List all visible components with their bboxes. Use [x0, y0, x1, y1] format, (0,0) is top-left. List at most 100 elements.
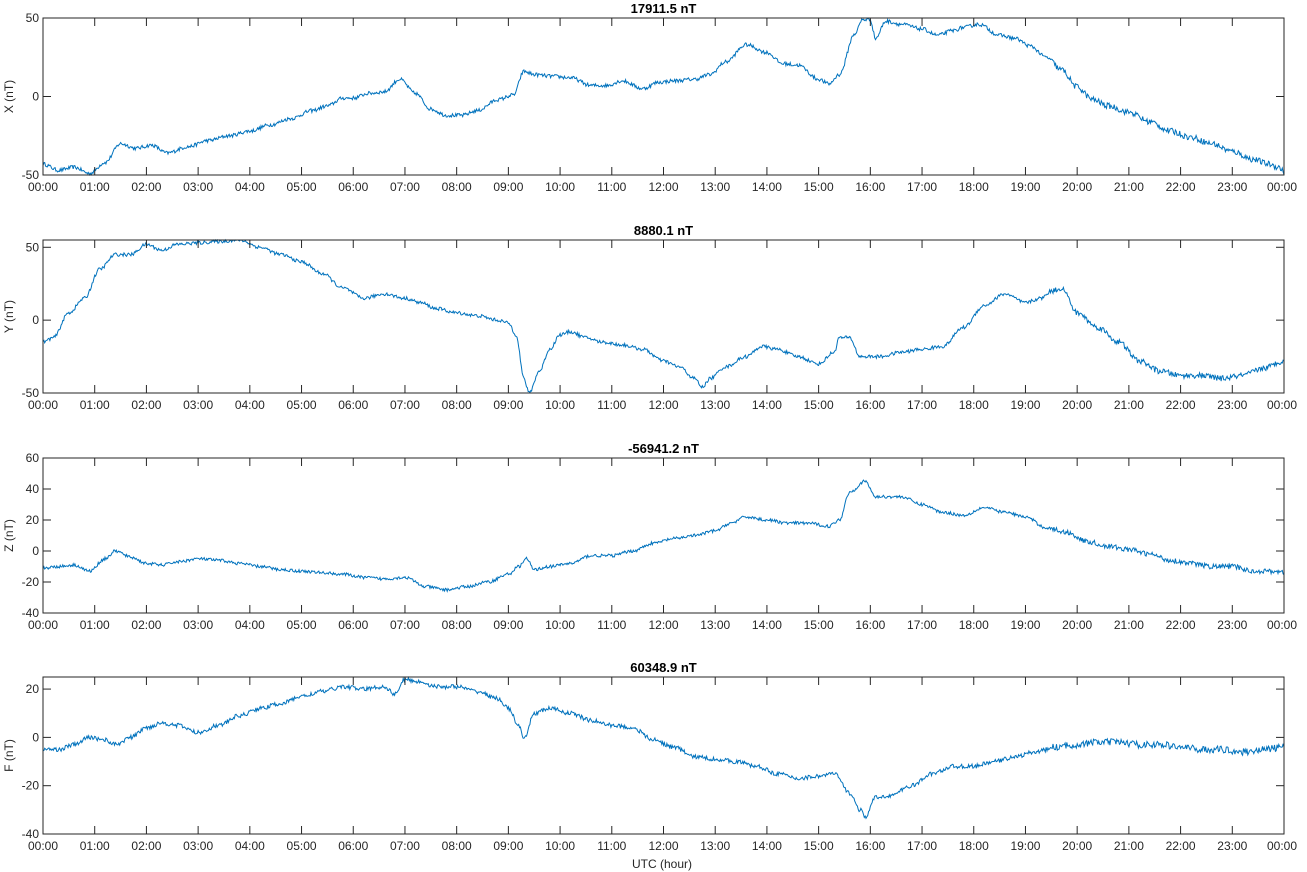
x-tick-label: 22:00 [1166, 398, 1196, 412]
x-tick-label: 08:00 [442, 839, 472, 853]
x-tick-label: 17:00 [907, 180, 937, 194]
x-tick-label: 00:00 [1267, 180, 1297, 194]
y-tick-label: -40 [22, 827, 40, 841]
x-tick-label: 05:00 [287, 398, 317, 412]
x-tick-label: 14:00 [752, 839, 782, 853]
x-tick-label: 00:00 [1267, 618, 1297, 632]
x-tick-label: 01:00 [80, 398, 110, 412]
y-tick-label: 0 [32, 90, 39, 104]
series-line [42, 479, 1285, 593]
series-line [42, 238, 1285, 394]
x-tick-label: 16:00 [855, 839, 885, 853]
x-tick-label: 19:00 [1010, 618, 1040, 632]
x-tick-label: 21:00 [1114, 398, 1144, 412]
x-tick-label: 06:00 [338, 180, 368, 194]
x-tick-label: 00:00 [28, 618, 58, 632]
x-tick-label: 10:00 [545, 618, 575, 632]
x-tick-label: 02:00 [131, 180, 161, 194]
y-tick-label: 60 [26, 451, 40, 465]
x-tick-label: 17:00 [907, 398, 937, 412]
x-tick-label: 07:00 [390, 839, 420, 853]
y-tick-label: 0 [32, 313, 39, 327]
x-tick-label: 07:00 [390, 398, 420, 412]
axes-box [42, 676, 1285, 835]
x-tick-label: 18:00 [959, 839, 989, 853]
x-tick-label: 23:00 [1217, 839, 1247, 853]
x-tick-label: 12:00 [648, 839, 678, 853]
y-tick-label: 20 [26, 682, 40, 696]
x-tick-label: 03:00 [183, 180, 213, 194]
x-tick-label: 18:00 [959, 398, 989, 412]
x-tick-label: 20:00 [1062, 180, 1092, 194]
x-tick-label: 15:00 [804, 618, 834, 632]
panel-2: 8880.1 nT Y (nT) 00:00 01:00 02:00 03:00 04:00… [2, 223, 1297, 412]
x-tick-label: 20:00 [1062, 398, 1092, 412]
y-axis-label: Y (nT) [2, 300, 16, 333]
y-tick-label: 20 [26, 513, 40, 527]
x-tick-label: 14:00 [752, 618, 782, 632]
x-tick-label: 02:00 [131, 398, 161, 412]
x-tick-label: 21:00 [1114, 180, 1144, 194]
x-tick-label: 19:00 [1010, 839, 1040, 853]
x-tick-label: 22:00 [1166, 839, 1196, 853]
x-tick-label: 04:00 [235, 398, 265, 412]
x-tick-label: 09:00 [493, 180, 523, 194]
x-tick-label: 12:00 [648, 398, 678, 412]
x-tick-label: 18:00 [959, 618, 989, 632]
axes-box [42, 457, 1285, 614]
x-tick-label: 15:00 [804, 180, 834, 194]
x-tick-label: 13:00 [700, 618, 730, 632]
panel-4: 60348.9 nT F (nT) 00:00 01:00 02:00 03:00 04:0… [2, 660, 1297, 853]
x-tick-label: 03:00 [183, 839, 213, 853]
x-tick-label: 23:00 [1217, 180, 1247, 194]
x-tick-label: 13:00 [700, 839, 730, 853]
y-tick-label: -20 [22, 575, 40, 589]
x-tick-label: 16:00 [855, 180, 885, 194]
x-tick-label: 06:00 [338, 839, 368, 853]
y-tick-label: -20 [22, 779, 40, 793]
x-tick-label: 03:00 [183, 618, 213, 632]
x-tick-label: 22:00 [1166, 180, 1196, 194]
x-tick-label: 23:00 [1217, 398, 1247, 412]
x-tick-label: 06:00 [338, 618, 368, 632]
x-tick-label: 01:00 [80, 839, 110, 853]
x-tick-label: 19:00 [1010, 398, 1040, 412]
panel-1: 17911.5 nT X (nT) 00:00 01:00 02:00 03:00 04:0… [2, 1, 1297, 194]
y-tick-label: -50 [22, 168, 40, 182]
x-tick-label: 12:00 [648, 180, 678, 194]
x-tick-label: 08:00 [442, 398, 472, 412]
series-line [42, 676, 1285, 820]
x-tick-label: 09:00 [493, 618, 523, 632]
axes-box [42, 239, 1285, 394]
y-axis-label: F (nT) [2, 739, 16, 772]
x-tick-label: 15:00 [804, 839, 834, 853]
panel-title: 60348.9 nT [630, 660, 697, 675]
x-tick-label: 11:00 [597, 618, 626, 632]
x-tick-label: 16:00 [855, 618, 885, 632]
x-tick-label: 08:00 [442, 618, 472, 632]
x-tick-label: 23:00 [1217, 618, 1247, 632]
x-tick-label: 14:00 [752, 180, 782, 194]
x-tick-label: 05:00 [287, 839, 317, 853]
x-tick-label: 00:00 [1267, 398, 1297, 412]
x-tick-label: 17:00 [907, 839, 937, 853]
x-tick-label: 05:00 [287, 180, 317, 194]
x-tick-label: 15:00 [804, 398, 834, 412]
x-tick-label: 03:00 [183, 398, 213, 412]
x-tick-label: 07:00 [390, 618, 420, 632]
x-tick-label: 01:00 [80, 180, 110, 194]
x-tick-label: 12:00 [648, 618, 678, 632]
x-tick-label: 19:00 [1010, 180, 1040, 194]
x-tick-label: 04:00 [235, 180, 265, 194]
y-tick-label: -40 [22, 606, 40, 620]
y-tick-label: 0 [32, 730, 39, 744]
y-axis-label: X (nT) [2, 80, 16, 113]
y-tick-label: 50 [26, 11, 40, 25]
x-tick-label: 18:00 [959, 180, 989, 194]
x-tick-label: 20:00 [1062, 839, 1092, 853]
x-tick-label: 20:00 [1062, 618, 1092, 632]
y-tick-label: -50 [22, 386, 40, 400]
x-tick-label: 11:00 [597, 839, 626, 853]
y-tick-label: 50 [26, 240, 40, 254]
